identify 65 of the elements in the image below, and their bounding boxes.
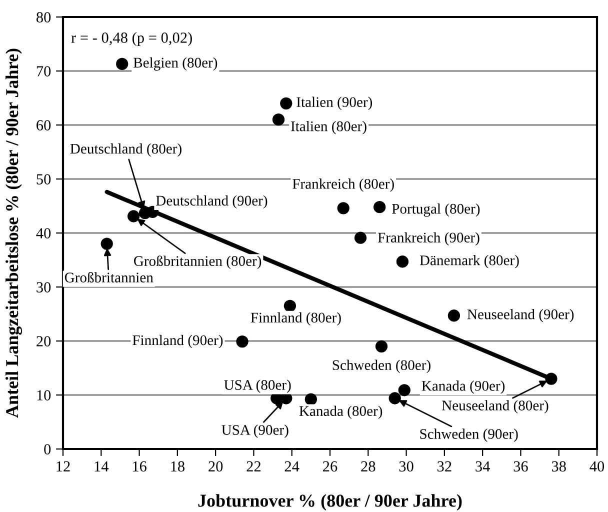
x-tick-label: 18 bbox=[171, 461, 184, 472]
annotation: Neuseeland (90er) bbox=[467, 309, 574, 322]
y-tick-label: 0 bbox=[44, 444, 51, 454]
annotation: Kanada (80er) bbox=[299, 406, 382, 419]
y-tick-label: 10 bbox=[37, 390, 51, 400]
point bbox=[448, 310, 460, 322]
y-tick-label: 20 bbox=[36, 336, 51, 346]
annotation: Neuseeland (80er) bbox=[442, 400, 548, 414]
x-axis-title: Jobturnover % (80er / 90er Jahre) bbox=[198, 494, 462, 510]
x-tick-label: 20 bbox=[208, 461, 223, 472]
point bbox=[354, 232, 367, 244]
annotation: Deutschland (90er) bbox=[156, 195, 268, 209]
annotation: Italien (90er) bbox=[296, 96, 372, 110]
point bbox=[127, 210, 140, 222]
x-tick-label: 36 bbox=[514, 461, 528, 472]
y-tick-label: 80 bbox=[36, 12, 51, 22]
annotation: Schweden (90er) bbox=[420, 428, 518, 442]
annotation: Großbritannien bbox=[64, 272, 154, 282]
annotation: Dänemark (80er) bbox=[420, 255, 519, 268]
point bbox=[116, 58, 128, 70]
x-tick-label: 16 bbox=[132, 461, 146, 472]
point bbox=[375, 340, 388, 352]
x-tick-label: 14 bbox=[94, 461, 109, 472]
point bbox=[284, 300, 296, 312]
annotation: Finnland (90er) bbox=[132, 334, 223, 348]
point bbox=[374, 201, 386, 214]
annotation: Schweden (80er) bbox=[332, 360, 430, 374]
x-tick-label: 32 bbox=[438, 461, 452, 472]
annotation: r = - 0,48 (p = 0,02) bbox=[71, 32, 192, 46]
annotation: Frankreich (90er) bbox=[378, 232, 480, 246]
annotation: Belgien (80er) bbox=[134, 57, 218, 71]
y-tick-label: 30 bbox=[36, 282, 51, 292]
y-tick-label: 50 bbox=[36, 174, 51, 184]
point bbox=[236, 335, 248, 348]
annotation: Portugal (80er) bbox=[392, 203, 480, 217]
point bbox=[398, 384, 410, 396]
annotation: Deutschland (80er) bbox=[70, 143, 182, 157]
annotation: USA (90er) bbox=[222, 424, 288, 438]
annotation: Italien (80er) bbox=[291, 120, 366, 134]
point bbox=[304, 393, 318, 406]
x-tick-label: 22 bbox=[246, 461, 261, 472]
point bbox=[337, 202, 350, 214]
annotation: USA (80er) bbox=[224, 380, 291, 393]
x-tick-label: 28 bbox=[361, 461, 376, 472]
annotation: Frankreich (80er) bbox=[292, 178, 394, 192]
point bbox=[396, 256, 409, 268]
point bbox=[272, 114, 285, 126]
annotation: Kanada (90er) bbox=[422, 380, 505, 394]
point bbox=[388, 392, 401, 404]
x-tick-label: 24 bbox=[284, 461, 300, 472]
x-tick-label: 38 bbox=[552, 461, 566, 472]
y-axis-title: Anteil Langzeitarbeitslose % (80er / 90er Jahre) bbox=[6, 48, 22, 418]
annotation: Großbritannien (80er) bbox=[134, 256, 262, 269]
annotation: Finnland (80er) bbox=[250, 312, 341, 326]
y-tick-label: 40 bbox=[36, 228, 51, 238]
y-tick-label: 70 bbox=[36, 66, 51, 76]
x-tick-label: 26 bbox=[323, 461, 338, 472]
point bbox=[100, 238, 113, 250]
y-tick-label: 60 bbox=[36, 120, 51, 130]
x-tick-label: 40 bbox=[590, 461, 604, 472]
point bbox=[545, 372, 558, 385]
x-tick-label: 12 bbox=[56, 461, 70, 472]
x-tick-label: 34 bbox=[476, 461, 490, 472]
x-tick-label: 30 bbox=[399, 461, 414, 472]
point bbox=[280, 97, 292, 110]
